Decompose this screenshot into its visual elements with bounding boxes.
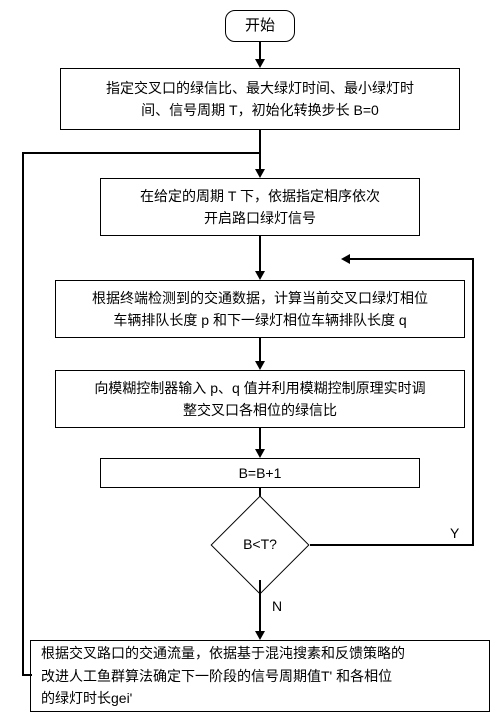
fuzzy-node: 向模糊控制器输入 p、q 值并利用模糊控制原理实时调 整交叉口各相位的绿信比	[55, 370, 465, 428]
init-node: 指定交叉口的绿信比、最大绿灯时间、最小绿灯时 间、信号周期 T，初始化转换步长 …	[60, 68, 460, 130]
edge-y-v	[472, 258, 474, 546]
edge-init-open-v	[259, 130, 261, 170]
edge-open-calc	[259, 236, 261, 272]
open-signal-node: 在给定的周期 T 下，依据指定相序依次 开启路口绿灯信号	[100, 178, 420, 236]
arrow-open-calc	[255, 271, 265, 280]
edge-y-label: Y	[450, 525, 459, 541]
open-signal-label: 在给定的周期 T 下，依据指定相序依次 开启路口绿灯信号	[140, 185, 380, 230]
afsa-label: 根据交叉路口的交通流量，依据基于混沌搜素和反馈策略的 改进人工鱼群算法确定下一阶…	[41, 642, 405, 709]
init-label: 指定交叉口的绿信比、最大绿灯时间、最小绿灯时 间、信号周期 T，初始化转换步长 …	[106, 77, 414, 122]
arrow-init-open	[255, 169, 265, 178]
edge-loop-v	[22, 152, 24, 676]
arrow-calc-fuzzy	[255, 361, 265, 370]
increment-node: B=B+1	[100, 458, 420, 488]
start-node: 开始	[225, 10, 295, 42]
edge-calc-fuzzy	[259, 338, 261, 362]
calc-queue-label: 根据终端检测到的交通数据，计算当前交叉口绿灯相位 车辆排队长度 p 和下一绿灯相…	[92, 287, 428, 332]
arrow-y	[341, 254, 350, 264]
edge-n-v	[259, 580, 261, 632]
arrow-start-init	[255, 59, 265, 68]
start-label: 开始	[245, 14, 275, 38]
fuzzy-label: 向模糊控制器输入 p、q 值并利用模糊控制原理实时调 整交叉口各相位的绿信比	[94, 377, 425, 422]
edge-loop-h-top	[22, 152, 261, 154]
edge-loop-h-bot	[22, 674, 32, 676]
edge-fuzzy-inc	[259, 428, 261, 450]
afsa-node: 根据交叉路口的交通流量，依据基于混沌搜素和反馈策略的 改进人工鱼群算法确定下一阶…	[30, 640, 490, 712]
arrow-fuzzy-inc	[255, 449, 265, 458]
flowchart-container: 开始 指定交叉口的绿信比、最大绿灯时间、最小绿灯时 间、信号周期 T，初始化转换…	[0, 0, 501, 728]
arrow-n	[255, 631, 265, 640]
edge-start-init	[259, 42, 261, 60]
edge-y-h1	[310, 544, 474, 546]
edge-n-label: N	[272, 598, 282, 614]
increment-label: B=B+1	[239, 462, 282, 484]
edge-y-h2	[350, 258, 474, 260]
calc-queue-node: 根据终端检测到的交通数据，计算当前交叉口绿灯相位 车辆排队长度 p 和下一绿灯相…	[55, 280, 465, 338]
